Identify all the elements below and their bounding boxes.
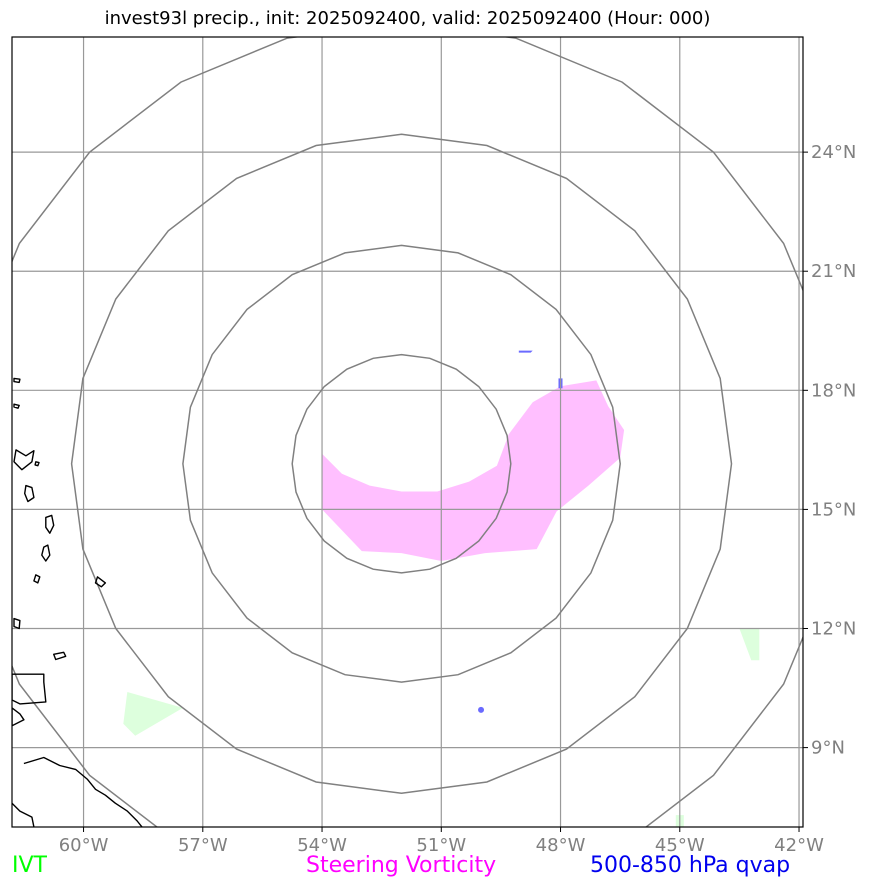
coastline [94,576,107,588]
steering-vorticity-region [322,380,625,561]
coastline [13,403,20,409]
lat-tick-label: 12°N [811,619,856,640]
lat-tick-label: 18°N [811,380,856,401]
range-ring [291,353,512,574]
coastline-south-america [23,756,143,827]
coastline [12,673,47,705]
range-ring [182,244,621,683]
coastline [13,377,21,384]
lat-tick-label: 15°N [811,499,856,520]
legend-steering-vorticity: Steering Vorticity [306,853,497,878]
coastline [12,707,25,727]
range-ring [70,133,733,795]
lat-tick-label: 9°N [811,738,845,759]
lat-tick-label: 24°N [811,142,856,163]
lon-tick-label: 42°W [774,835,824,856]
map-frame [11,36,804,828]
lon-tick-label: 54°W [297,835,347,856]
lon-tick-label: 60°W [59,835,109,856]
coastline-south-america [12,802,35,827]
coastline [53,651,67,661]
coastline [13,449,35,471]
coastline [41,544,51,562]
qvap-region [478,706,485,713]
ivt-region [123,692,183,736]
ivt-region [739,628,760,661]
coastline [45,514,55,534]
range-ring [12,37,803,827]
lon-tick-label: 48°W [536,835,586,856]
lon-tick-label: 57°W [178,835,228,856]
legend-qvap: 500-850 hPa qvap [590,853,791,878]
legend-ivt: IVT [12,853,47,878]
coastline [24,484,35,503]
lat-tick-label: 21°N [811,261,856,282]
lon-tick-label: 45°W [655,835,705,856]
coastline [33,574,41,584]
coastline [13,617,21,630]
qvap-region [518,350,533,353]
coastline [34,461,40,467]
figure-title: invest93l precip., init: 2025092400, val… [104,8,711,29]
lon-tick-label: 51°W [416,835,466,856]
